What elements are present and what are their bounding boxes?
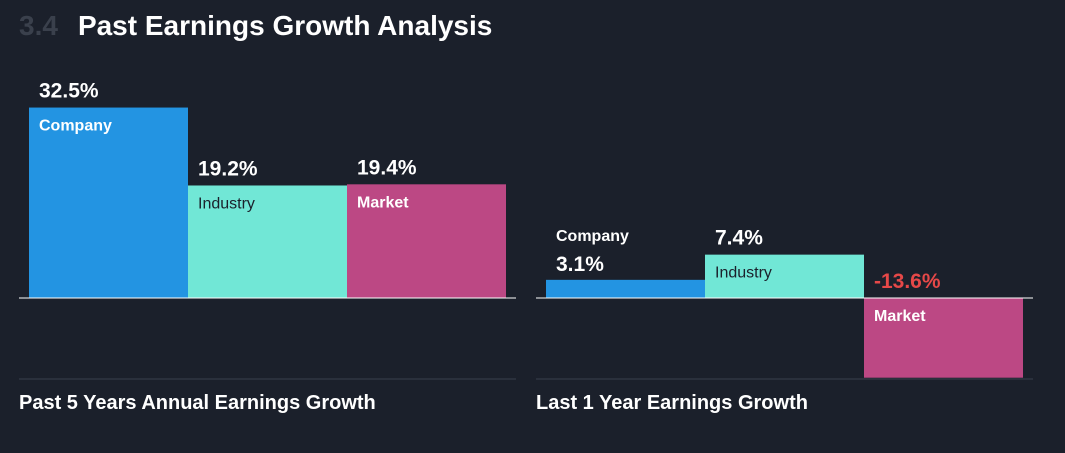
value-label-company: 32.5% <box>39 80 99 103</box>
one-year-growth-chart: Company 3.1% Industry 7.4% Market -13.6% <box>536 227 1033 380</box>
value-label-market: 19.4% <box>357 156 417 179</box>
section-number: 3.4 <box>19 10 58 41</box>
category-label-market: Market <box>874 308 926 325</box>
bar-market <box>864 298 1023 378</box>
category-label-industry: Industry <box>715 265 772 282</box>
bar-industry <box>705 254 864 298</box>
five-year-growth-caption: Past 5 Years Annual Earnings Growth <box>19 392 376 414</box>
five-year-growth-panel: Company 32.5% Industry 19.2% Market 19.4% Pas… <box>19 70 516 414</box>
five-year-growth-chart: Company 32.5% Industry 19.2% Market 19.4% <box>19 80 516 380</box>
category-label-industry: Industry <box>198 195 255 212</box>
category-label-company: Company <box>39 118 112 135</box>
category-label-market: Market <box>357 194 409 211</box>
value-label-market: -13.6% <box>874 270 941 293</box>
value-label-industry: 19.2% <box>198 157 258 180</box>
page-title: Past Earnings Growth Analysis <box>77 10 493 41</box>
value-label-company: 3.1% <box>556 253 604 276</box>
category-label-company: Company <box>556 228 629 245</box>
bar-company <box>546 279 705 298</box>
one-year-growth-panel: Company 3.1% Industry 7.4% Market -13.6% Last… <box>536 70 1033 414</box>
bar-industry <box>188 185 347 298</box>
section-header: 3.4 Past Earnings Growth Analysis <box>19 10 492 46</box>
bar-company <box>29 107 188 298</box>
one-year-growth-caption: Last 1 Year Earnings Growth <box>536 392 808 414</box>
value-label-industry: 7.4% <box>715 227 763 250</box>
bar-market <box>347 184 506 298</box>
